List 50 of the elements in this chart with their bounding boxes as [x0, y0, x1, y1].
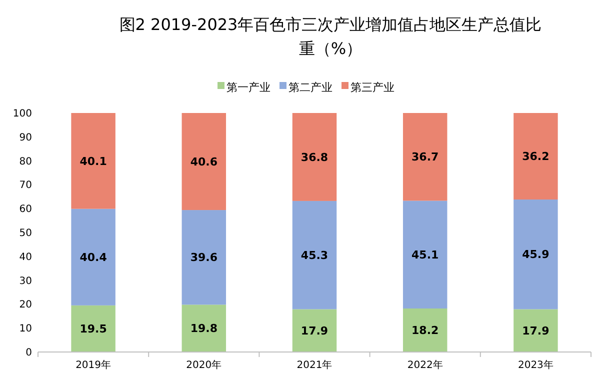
- bar: [182, 304, 226, 352]
- y-tick-label: 20: [19, 300, 32, 311]
- bar: [292, 113, 337, 201]
- data-label: 40.6: [190, 155, 218, 168]
- y-tick-label: 100: [12, 108, 32, 120]
- y-tick-label: 60: [19, 204, 32, 216]
- bar: [71, 305, 116, 352]
- bar: [182, 210, 226, 305]
- data-label: 45.9: [522, 248, 550, 262]
- data-label: 45.1: [412, 248, 439, 262]
- legend-label: 第二产业: [288, 80, 332, 94]
- data-label: 40.4: [80, 250, 108, 264]
- data-label: 17.9: [522, 324, 550, 338]
- bar: [402, 308, 448, 352]
- y-tick-label: 40: [19, 252, 32, 263]
- data-label: 19.8: [190, 322, 218, 336]
- bar: [182, 113, 226, 210]
- y-tick-label: 50: [19, 228, 32, 239]
- bar: [292, 200, 337, 310]
- bar: [402, 200, 448, 308]
- x-tick-label: 2021年: [296, 359, 332, 371]
- data-label: 36.7: [412, 150, 439, 164]
- y-tick-label: 90: [19, 132, 32, 144]
- data-label: 19.5: [80, 322, 107, 336]
- legend-label: 第一产业: [226, 80, 270, 94]
- bar: [514, 309, 558, 352]
- x-tick-label: 2019年: [76, 359, 112, 371]
- y-tick-label: 70: [19, 180, 32, 192]
- y-tick-label: 0: [26, 348, 32, 358]
- y-tick-label: 10: [19, 324, 32, 335]
- y-tick-label: 30: [19, 276, 32, 287]
- data-label: 18.2: [412, 324, 439, 338]
- bar: [71, 113, 116, 209]
- chart-title: 图2 2019-2023年百色市三次产业增加值占地区生产总值比重（%）: [119, 15, 542, 58]
- x-tick-label: 2023年: [518, 359, 554, 371]
- bar: [292, 309, 337, 352]
- x-tick-label: 2020年: [186, 359, 222, 371]
- legend-label: 第三产业: [350, 80, 394, 94]
- bar: [402, 113, 448, 201]
- data-label: 45.3: [300, 248, 328, 262]
- bar: [514, 200, 558, 310]
- y-tick-label: 80: [19, 156, 32, 168]
- data-label: 36.2: [522, 150, 550, 164]
- data-label: 17.9: [300, 324, 328, 338]
- bar: [71, 208, 116, 306]
- x-tick-label: 2022年: [407, 359, 443, 371]
- data-label: 36.8: [300, 150, 328, 164]
- data-label: 40.1: [80, 154, 107, 168]
- bar: [514, 113, 558, 200]
- data-label: 39.6: [190, 251, 218, 264]
